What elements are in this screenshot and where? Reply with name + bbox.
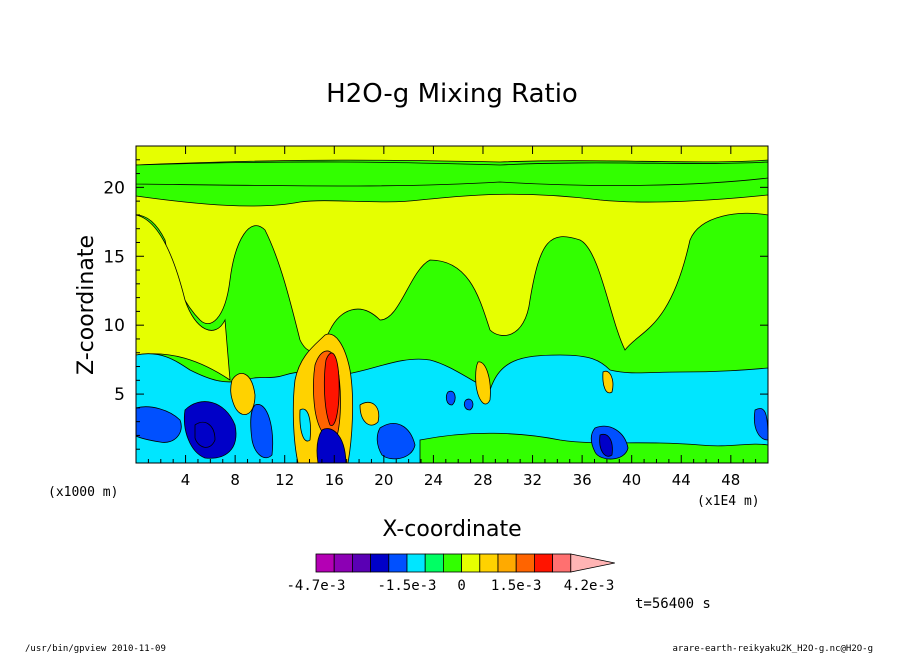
y-axis-title: Z-coordinate: [74, 235, 99, 375]
y-tick-label: 15: [103, 247, 125, 267]
colorbar-tick-label: 1.5e-3: [491, 578, 542, 594]
colorbar-swatch: [552, 553, 572, 573]
x-tick-label: 36: [573, 471, 592, 489]
colorbar-tick-label: -1.5e-3: [377, 578, 436, 594]
x-tick-label: 40: [622, 471, 641, 489]
x-tick-label: 20: [374, 471, 393, 489]
blue-cell: [136, 406, 182, 443]
x-tick-label: 48: [721, 471, 740, 489]
colorbar-swatch: [534, 553, 554, 573]
upper-yellow-band: [136, 146, 768, 166]
colorbar-tick-label: 4.2e-3: [564, 578, 615, 594]
colorbar-swatch: [424, 553, 444, 573]
x-axis-title: X-coordinate: [382, 517, 521, 542]
y-axis: 5 10 15 20: [103, 159, 768, 450]
x-unit-right: (x1E4 m): [697, 494, 760, 509]
x-tick-label: 32: [523, 471, 542, 489]
footer-right: arare-earth-reikyaku2K_H2O-g.nc@H2O-g: [673, 644, 873, 654]
plot-frame: [135, 145, 769, 464]
x-tick-label: 12: [275, 471, 294, 489]
colorbar-swatch: [406, 553, 426, 573]
colorbar-swatch: [351, 553, 371, 573]
colorbar-tick-label: 0: [457, 578, 465, 594]
y-tick-label: 10: [103, 316, 125, 336]
colorbar-arrow: [570, 553, 615, 573]
x-tick-label: 28: [473, 471, 492, 489]
colorbar-swatch: [442, 553, 462, 573]
colorbar-swatch: [461, 553, 481, 573]
contour-field: [136, 146, 768, 463]
colorbar-tick-label: -4.7e-3: [286, 578, 345, 594]
colorbar-swatch: [388, 553, 408, 573]
x-axis: 4 8 12 16 20 24 28 32 36 40 44 48: [147, 146, 757, 489]
x-tick-label: 24: [424, 471, 443, 489]
yellow-region: [136, 193, 768, 352]
footer-left: /usr/bin/gpview 2010-11-09: [25, 644, 166, 654]
colorbar-swatch: [479, 553, 499, 573]
x-tick-label: 16: [325, 471, 344, 489]
y-tick-label: 20: [103, 178, 125, 198]
colorbar-swatch: [333, 553, 353, 573]
colorbar-swatch: [497, 553, 517, 573]
colorbar-swatch: [370, 553, 390, 573]
x-tick-label: 8: [230, 471, 240, 489]
colorbar-labels: -4.7e-3 -1.5e-3 0 1.5e-3 4.2e-3: [286, 578, 614, 594]
chart-title: H2O-g Mixing Ratio: [326, 79, 578, 109]
y-tick-label: 5: [114, 385, 125, 405]
colorbar-swatch: [515, 553, 535, 573]
colorbar-swatch: [315, 553, 335, 573]
x-tick-label: 4: [181, 471, 191, 489]
time-label: t=56400 s: [635, 596, 711, 612]
x-unit-left: (x1000 m): [48, 485, 118, 500]
x-tick-label: 44: [672, 471, 691, 489]
colorbar: [315, 553, 615, 573]
